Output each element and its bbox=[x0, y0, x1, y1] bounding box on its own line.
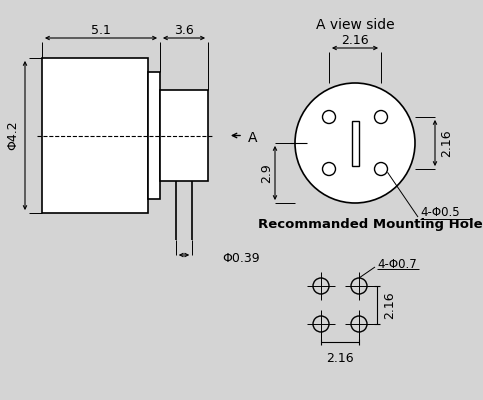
Circle shape bbox=[323, 162, 336, 176]
Text: Recommanded Mounting Hole: Recommanded Mounting Hole bbox=[258, 218, 483, 231]
Circle shape bbox=[295, 83, 415, 203]
Bar bbox=[352, 120, 358, 166]
Circle shape bbox=[351, 278, 367, 294]
Text: 2.16: 2.16 bbox=[341, 34, 369, 46]
Text: 2.9: 2.9 bbox=[260, 163, 273, 183]
Circle shape bbox=[323, 110, 336, 124]
Text: 3.6: 3.6 bbox=[174, 24, 194, 38]
Text: 2.16: 2.16 bbox=[384, 291, 397, 319]
Text: 4-Φ0.7: 4-Φ0.7 bbox=[377, 258, 417, 270]
Circle shape bbox=[313, 278, 329, 294]
Text: 2.16: 2.16 bbox=[326, 352, 354, 365]
FancyBboxPatch shape bbox=[42, 58, 148, 213]
Circle shape bbox=[351, 316, 367, 332]
Text: Φ4.2: Φ4.2 bbox=[6, 121, 19, 150]
Text: Φ0.39: Φ0.39 bbox=[222, 252, 260, 264]
Circle shape bbox=[374, 110, 387, 124]
Bar bbox=[160, 90, 208, 181]
Text: A: A bbox=[248, 132, 257, 146]
Text: 4-Φ0.5: 4-Φ0.5 bbox=[420, 206, 460, 220]
Circle shape bbox=[313, 316, 329, 332]
Circle shape bbox=[374, 162, 387, 176]
Text: 2.16: 2.16 bbox=[440, 129, 454, 157]
Text: 5.1: 5.1 bbox=[91, 24, 111, 38]
Text: A view side: A view side bbox=[316, 18, 394, 32]
Bar bbox=[148, 72, 160, 199]
